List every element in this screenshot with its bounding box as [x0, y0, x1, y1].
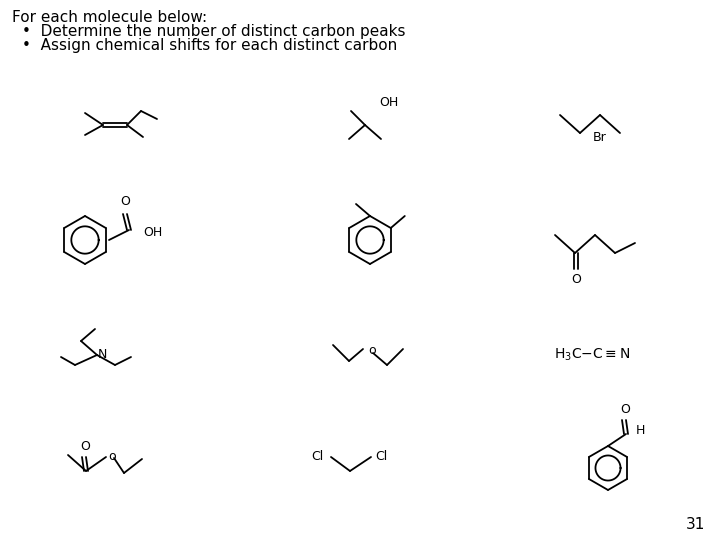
Text: O: O	[620, 403, 630, 416]
Text: Cl: Cl	[311, 450, 323, 463]
Text: Br: Br	[593, 131, 607, 144]
Text: H: H	[636, 423, 645, 436]
Text: o: o	[368, 345, 376, 357]
Text: O: O	[571, 273, 581, 286]
Text: Cl: Cl	[375, 450, 387, 463]
Text: •  Determine the number of distinct carbon peaks: • Determine the number of distinct carbo…	[22, 24, 405, 39]
Text: O: O	[120, 195, 130, 208]
Text: For each molecule below:: For each molecule below:	[12, 10, 207, 25]
Text: N: N	[98, 348, 107, 361]
Text: o: o	[108, 449, 116, 462]
Text: 31: 31	[685, 517, 705, 532]
Text: O: O	[80, 440, 90, 453]
Text: •  Assign chemical shifts for each distinct carbon: • Assign chemical shifts for each distin…	[22, 38, 397, 53]
Text: OH: OH	[143, 226, 162, 239]
Text: OH: OH	[379, 96, 398, 109]
Text: H$_3$C$-$C$\equiv$N: H$_3$C$-$C$\equiv$N	[554, 347, 630, 363]
